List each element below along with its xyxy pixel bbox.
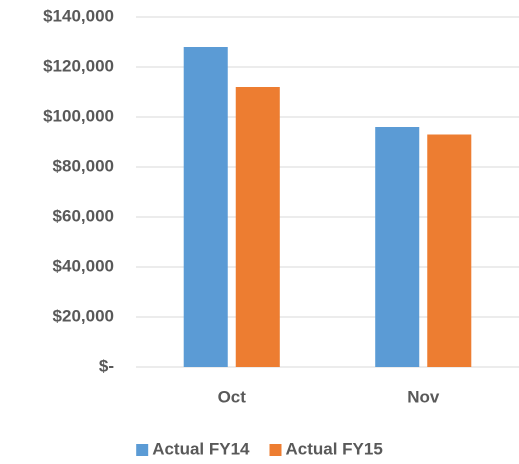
y-tick-label: $80,000 (53, 156, 114, 175)
x-tick-label: Oct (218, 387, 247, 406)
bar (235, 87, 280, 367)
bar (375, 127, 420, 367)
legend-swatch (269, 444, 282, 456)
legend-label: Actual FY14 (152, 439, 250, 458)
bar (183, 47, 228, 367)
legend-label: Actual FY15 (286, 439, 383, 458)
y-tick-label: $40,000 (53, 256, 114, 275)
y-tick-label: $20,000 (53, 306, 114, 325)
y-tick-label: $120,000 (43, 56, 114, 75)
bar (427, 134, 472, 367)
y-tick-label: $140,000 (43, 6, 114, 25)
y-tick-label: $60,000 (53, 206, 114, 225)
y-tick-label: $100,000 (43, 106, 114, 125)
y-tick-label: $- (99, 356, 114, 375)
x-tick-label: Nov (407, 387, 440, 406)
legend-swatch (136, 444, 149, 456)
